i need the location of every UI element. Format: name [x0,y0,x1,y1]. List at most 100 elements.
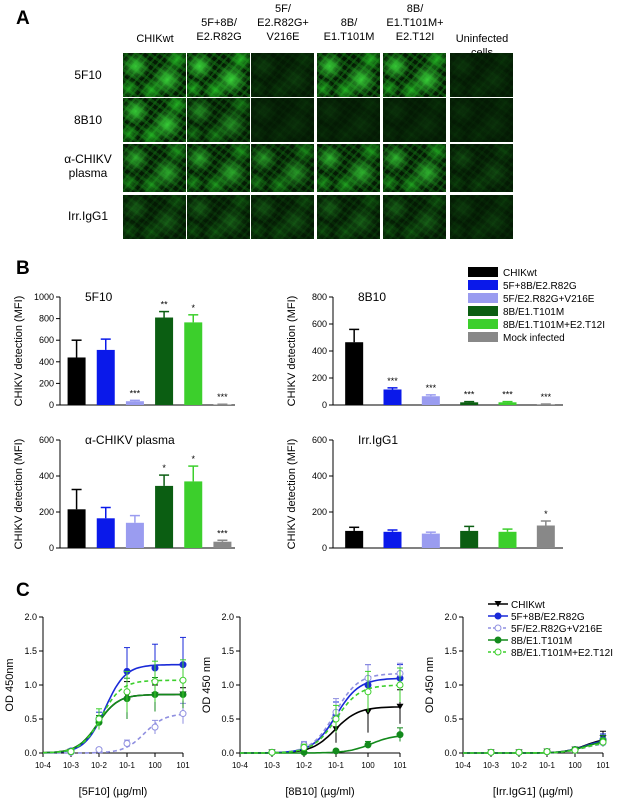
grid-row-header: 5F10 [74,68,102,82]
x-tick-label: 10-1 [119,761,136,770]
bar [345,530,364,548]
bar [536,525,555,548]
y-tick-label: 200 [39,507,54,517]
y-tick-label: 200 [39,378,54,388]
micrograph-tile [123,53,186,97]
x-tick-label: 10-3 [264,761,281,770]
legend-swatch [468,332,498,342]
data-point [396,731,404,739]
micrograph-tile [450,98,513,142]
x-tick-label: 10-4 [232,761,249,770]
x-tick-label: 101 [393,761,407,770]
x-tick-label: 101 [176,761,190,770]
micrograph-tile [383,195,446,239]
legend-label: 5F/E2.R82G+V216E [503,294,595,305]
legend-marker [494,601,502,607]
y-axis-label: OD 450nm [4,658,16,711]
legend-marker [494,624,502,632]
series-line [240,735,401,754]
data-point [151,678,159,686]
grid-column-header: 8B/ E1.T101M+ E2.T12I [386,3,444,43]
y-axis-label: CHIKV detection (MFI) [13,296,25,407]
y-tick-label: 600 [312,319,327,329]
data-point [95,715,103,723]
x-tick-label: 100 [568,761,582,770]
data-point [151,723,159,731]
series-line [43,713,184,754]
y-tick-label: 400 [39,357,54,367]
legend-label: 8B/E1.T101M [511,636,572,647]
significance-mark: * [191,303,195,313]
y-tick-label: 1000 [34,292,54,302]
legend-swatch [468,280,498,290]
micrograph-tile [251,195,314,239]
x-tick-label: 10-1 [328,761,345,770]
legend-marker [494,636,502,644]
bar [155,485,174,548]
bar [125,522,144,548]
micrograph-tile [187,53,250,97]
bar [213,541,232,548]
y-tick-label: 2.0 [444,612,457,622]
data-point [599,738,607,746]
data-point [67,748,75,756]
legend-label: 5F+8B/E2.R82G [511,612,585,623]
y-axis-label: OD 450 nm [424,657,436,713]
micrograph-tile [450,144,513,192]
legend-label: CHIKwt [503,268,537,279]
series-line [463,742,604,754]
y-tick-label: 1.0 [24,680,37,690]
x-tick-label: 10-3 [63,761,80,770]
micrograph-tile [123,144,186,192]
y-tick-label: 0.5 [221,714,234,724]
significance-mark: ** [161,300,169,310]
data-point [396,681,404,689]
micrograph-tile [383,144,446,192]
legend-label: 8B/E1.T101M+E2.T12I [511,648,613,659]
x-tick-label: 10-1 [539,761,556,770]
significance-mark: *** [502,390,513,400]
data-point [364,688,372,696]
y-tick-label: 1.0 [444,680,457,690]
micrograph-tile [450,195,513,239]
legend-swatch [468,306,498,316]
legend-label: Mock infected [503,333,565,344]
significance-mark: *** [217,392,228,402]
significance-mark: *** [130,388,141,398]
y-tick-label: 0.5 [444,714,457,724]
grid-column-header: 5F/ E2.R82G+ V216E [257,3,309,43]
data-point [123,739,131,747]
data-point [332,715,340,723]
grid-column-header: CHIKwt [136,33,174,45]
y-tick-label: 0.5 [24,714,37,724]
legend-label: 8B/E1.T101M [503,307,564,318]
grid-row-header: 8B10 [73,113,103,127]
significance-mark: *** [426,383,437,393]
y-tick-label: 400 [39,471,54,481]
data-point [487,748,495,756]
micrograph-tile [123,195,186,239]
bar [383,531,402,548]
micrograph-tile [383,98,446,142]
bar [155,317,174,405]
data-point [364,741,372,749]
y-tick-label: 1.5 [221,646,234,656]
y-tick-label: 800 [39,314,54,324]
significance-mark: *** [387,376,398,386]
legend-swatch [468,319,498,329]
data-point [268,748,276,756]
y-tick-label: 0 [322,400,327,410]
legend-label: 5F/E2.R82G+V216E [511,624,603,635]
data-point [543,748,551,756]
legend-marker [494,648,502,656]
x-axis-label: [5F10] (µg/ml) [79,786,148,798]
x-tick-label: 10-4 [455,761,472,770]
data-point [179,710,187,718]
chart-title: Irr.IgG1 [358,433,398,447]
data-point [332,747,340,755]
micrograph-tile [450,53,513,97]
data-point [95,746,103,754]
data-point [571,746,579,754]
x-tick-label: 10-2 [91,761,108,770]
x-tick-label: 101 [596,761,610,770]
